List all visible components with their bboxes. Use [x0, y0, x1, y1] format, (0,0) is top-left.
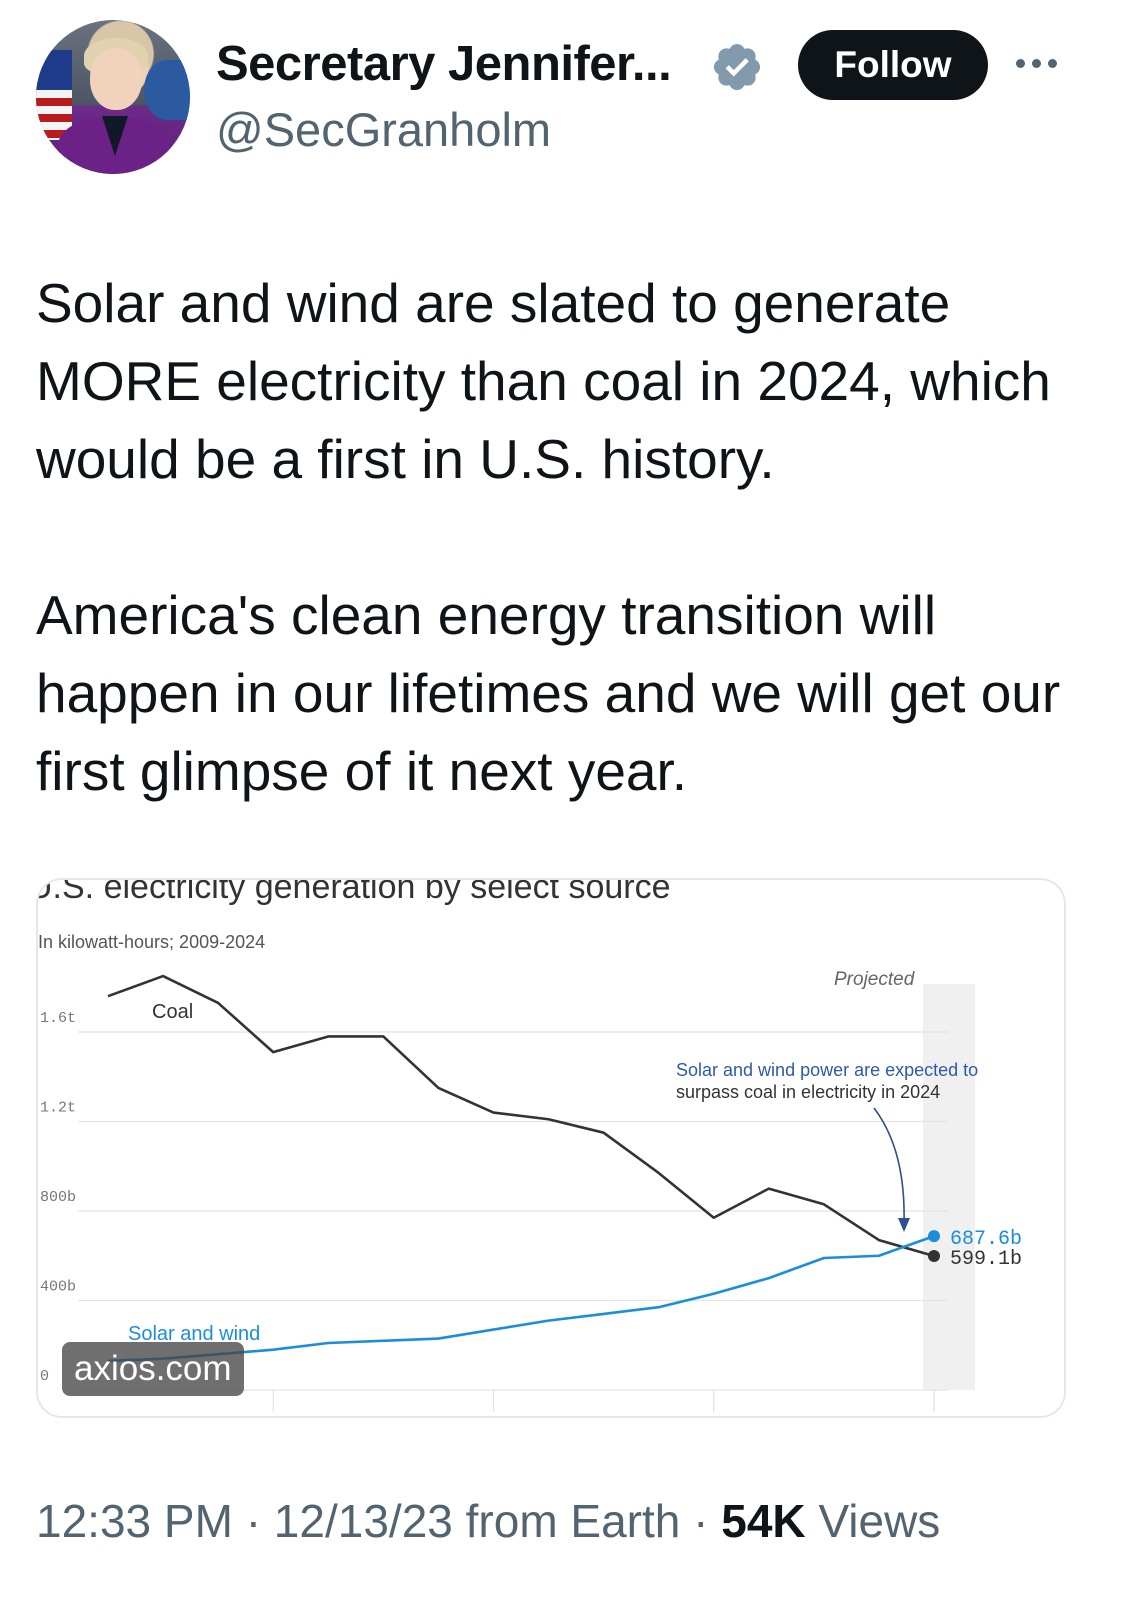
dot-icon: [1032, 58, 1041, 68]
annotation-arrow: [873, 1107, 905, 1225]
dot-icon: [1048, 58, 1057, 68]
tweet-paragraph-2: America's clean energy transition will h…: [36, 584, 1061, 802]
more-options-icon[interactable]: [1016, 48, 1064, 78]
views-label[interactable]: Views: [818, 1495, 941, 1547]
chart-subtitle: In kilowatt-hours; 2009-2024: [38, 932, 265, 952]
annotation-line-2: surpass coal in electricity in 2024: [676, 1082, 940, 1102]
y-tick-label: 0: [40, 1368, 49, 1385]
tweet-date[interactable]: 12/13/23: [273, 1495, 453, 1547]
media-card[interactable]: U.S. electricity generation by select so…: [36, 878, 1066, 1418]
y-tick-label: 1.6t: [40, 1010, 76, 1027]
coal-series-label: Coal: [152, 1001, 193, 1023]
tweet-source: from Earth: [465, 1495, 681, 1547]
separator-dot: ·: [245, 1495, 274, 1547]
coal-line: [107, 974, 935, 1258]
electricity-chart: U.S. electricity generation by select so…: [38, 880, 1022, 1412]
annotation-arrowhead: [898, 1218, 910, 1232]
tweet-time[interactable]: 12:33 PM: [36, 1495, 233, 1547]
face-graphic: [90, 48, 142, 110]
solar-wind-series-label: Solar and wind: [128, 1323, 260, 1345]
domain-badge[interactable]: axios.com: [62, 1342, 244, 1396]
projected-band: [922, 984, 975, 1390]
solar-and-wind-end-label: 687.6b: [950, 1228, 1022, 1251]
y-tick-label: 800b: [40, 1189, 76, 1206]
annotation-line-1: Solar and wind power are expected to: [676, 1060, 978, 1080]
solar-and-wind-end-point: [928, 1230, 940, 1243]
separator-dot: ·: [693, 1495, 722, 1547]
y-tick-label: 400b: [40, 1279, 76, 1296]
seal-graphic: [144, 60, 190, 120]
coal-end-point: [928, 1249, 940, 1262]
dot-icon: [1016, 58, 1025, 68]
follow-button[interactable]: Follow: [798, 30, 988, 100]
verified-badge-icon: [713, 43, 761, 91]
tweet-text: Solar and wind are slated to generate MO…: [36, 264, 1096, 810]
views-count[interactable]: 54K: [721, 1495, 806, 1547]
chart-title: U.S. electricity generation by select so…: [38, 880, 671, 906]
flag-graphic: [36, 50, 72, 140]
solar-and-wind-line: [107, 1234, 935, 1363]
profile-avatar[interactable]: [36, 20, 190, 174]
coal-end-label: 599.1b: [950, 1248, 1022, 1271]
tweet-paragraph-1: Solar and wind are slated to generate MO…: [36, 272, 1051, 490]
author-handle[interactable]: @SecGranholm: [216, 103, 552, 156]
projected-label: Projected: [834, 969, 916, 990]
tweet-meta: 12:33 PM · 12/13/23 from Earth · 54K Vie…: [36, 1494, 940, 1548]
y-tick-label: 1.2t: [40, 1100, 76, 1117]
author-display-name[interactable]: Secretary Jennifer...: [216, 37, 672, 91]
